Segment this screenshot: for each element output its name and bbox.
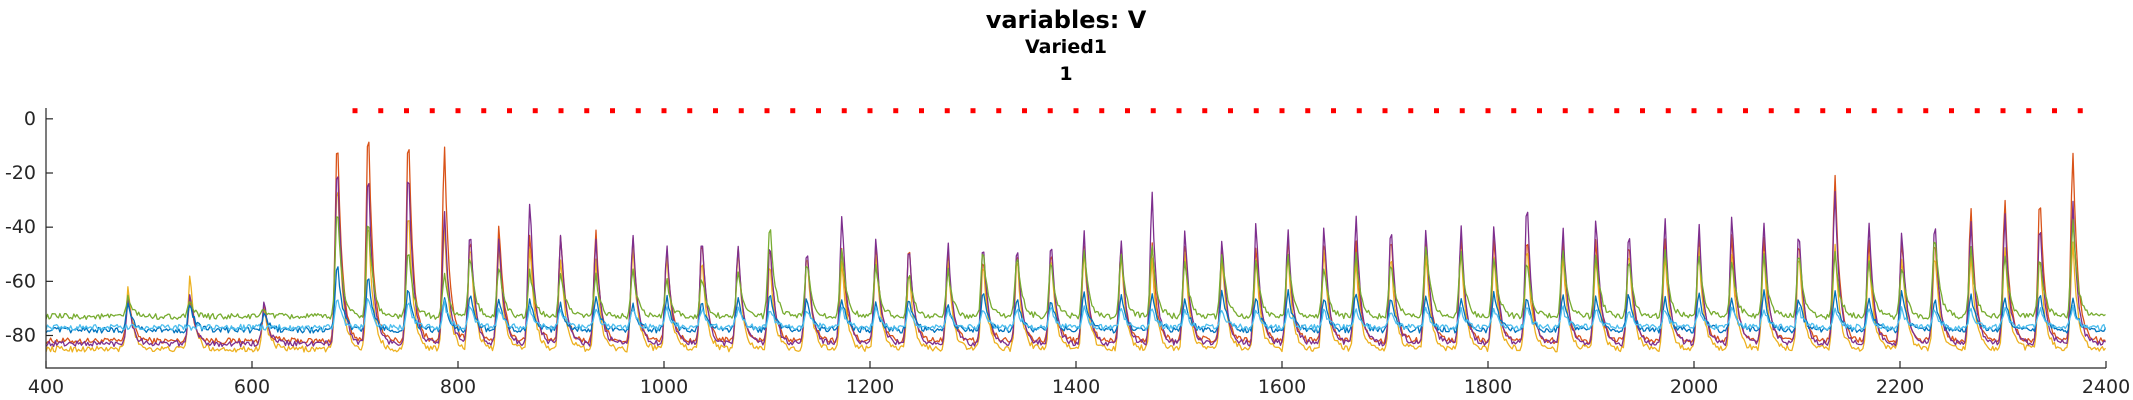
x-tick-label: 800	[440, 376, 476, 398]
x-tick-label: 1800	[1464, 376, 1512, 398]
event-marker	[1820, 108, 1826, 114]
event-marker	[1253, 108, 1259, 114]
event-marker	[1305, 108, 1311, 114]
event-marker	[816, 108, 821, 114]
event-marker	[1640, 108, 1645, 114]
x-tick-label: 600	[234, 376, 270, 398]
event-marker	[687, 108, 693, 114]
event-marker	[352, 108, 358, 114]
x-tick-label: 2000	[1670, 376, 1718, 398]
chart-title: variables: V	[986, 6, 1147, 34]
event-marker	[2000, 108, 2006, 114]
series-line	[46, 216, 2106, 320]
y-tick-label: 0	[24, 108, 36, 130]
event-marker	[1408, 108, 1414, 114]
event-marker	[1923, 108, 1929, 114]
x-tick-label: 1400	[1052, 376, 1100, 398]
event-marker	[2077, 108, 2083, 114]
event-marker	[1279, 108, 1285, 114]
y-axis: 0 -20 -40 -60 -80	[5, 108, 53, 347]
event-marker	[1125, 108, 1130, 114]
event-marker	[2026, 108, 2032, 114]
event-marker	[1691, 108, 1697, 114]
x-tick-label: 1600	[1258, 376, 1306, 398]
event-marker	[429, 108, 435, 114]
event-marker	[1846, 108, 1851, 114]
event-marker	[1665, 108, 1671, 114]
axes-box	[45, 108, 2106, 369]
event-marker	[1099, 108, 1105, 114]
event-marker	[1047, 108, 1053, 114]
x-tick-label: 2400	[2082, 376, 2130, 398]
event-marker	[1897, 108, 1903, 114]
event-marker	[1022, 108, 1027, 114]
y-tick-label: -40	[5, 216, 36, 238]
y-tick-label: -20	[5, 162, 36, 184]
event-marker	[558, 108, 564, 114]
event-marker	[867, 108, 873, 114]
event-marker	[584, 108, 590, 114]
event-marker	[1202, 108, 1208, 114]
event-marker	[610, 108, 615, 114]
event-marker	[1871, 108, 1877, 114]
event-marker	[764, 108, 770, 114]
event-marker	[507, 108, 512, 114]
traces-layer	[46, 141, 2106, 353]
event-marker	[893, 108, 899, 114]
event-marker	[841, 108, 847, 114]
event-marker	[970, 108, 976, 114]
event-marker	[1562, 108, 1568, 114]
event-marker	[481, 108, 487, 114]
event-marker	[532, 108, 538, 114]
event-marker	[1073, 108, 1079, 114]
series-line	[46, 297, 2106, 331]
event-marker	[1511, 108, 1517, 114]
event-marker	[1768, 108, 1774, 114]
event-marker	[996, 108, 1002, 114]
x-axis: 400 600 800 1000 1200 1400 1600 1800 2000 2200 240…	[28, 361, 2130, 398]
x-tick-label: 1200	[846, 376, 894, 398]
chart-subtitle: Varied1	[1025, 36, 1107, 58]
event-marker	[1150, 108, 1156, 114]
event-marker	[1794, 108, 1800, 114]
event-marker	[1459, 108, 1465, 114]
x-tick-label: 400	[28, 376, 64, 398]
chart-subtitle-2: 1	[1059, 63, 1072, 85]
event-marker	[635, 108, 641, 114]
event-marker	[378, 108, 384, 114]
event-marker	[1228, 108, 1233, 114]
event-marker	[1176, 108, 1182, 114]
event-marker	[1485, 108, 1491, 114]
event-marker	[1537, 108, 1542, 114]
x-tick-label: 2200	[1876, 376, 1924, 398]
event-marker	[1949, 108, 1954, 114]
x-tick-label: 1000	[640, 376, 688, 398]
event-marker	[2052, 108, 2057, 114]
event-marker	[1614, 108, 1620, 114]
event-marker	[1382, 108, 1388, 114]
event-marker	[944, 108, 950, 114]
series-line	[46, 266, 2106, 334]
event-marker	[1331, 108, 1336, 114]
event-marker	[738, 108, 744, 114]
event-marker	[661, 108, 667, 114]
event-marker	[1588, 108, 1594, 114]
event-marker	[919, 108, 924, 114]
y-tick-label: -60	[5, 270, 36, 292]
series-line	[46, 176, 2106, 348]
event-marker	[404, 108, 409, 114]
event-marker	[713, 108, 718, 114]
event-marker	[1974, 108, 1980, 114]
event-marker	[1743, 108, 1748, 114]
event-marker	[790, 108, 796, 114]
event-marker	[455, 108, 461, 114]
y-tick-label: -80	[5, 325, 36, 347]
event-marker	[1356, 108, 1362, 114]
event-marker	[1717, 108, 1723, 114]
event-marker	[1434, 108, 1439, 114]
event-markers	[352, 108, 2083, 114]
